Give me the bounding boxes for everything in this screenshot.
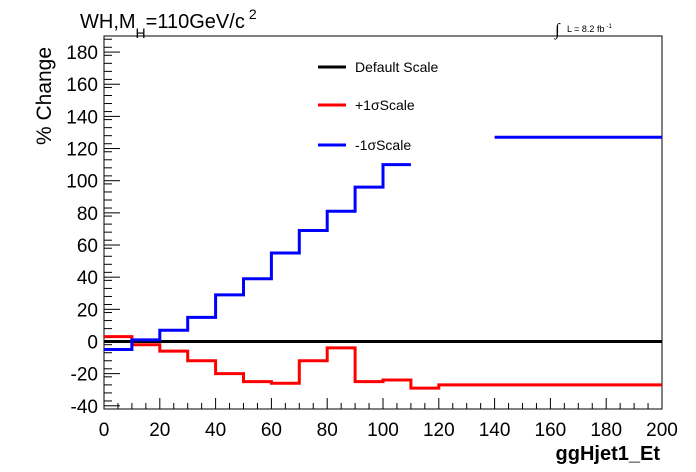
legend-label: -1σScale	[355, 137, 411, 153]
x-tick-label: 180	[590, 420, 622, 441]
x-tick-label: 100	[367, 420, 399, 441]
title-main: WH,M	[80, 11, 136, 33]
x-tick-label: 200	[646, 420, 678, 441]
series-line	[104, 335, 662, 390]
legend: Default Scale +1σScale -1σScale	[318, 59, 438, 153]
y-tick-label: 160	[66, 75, 98, 96]
y-tick-label: 100	[66, 172, 98, 193]
title-superscript: 2	[249, 6, 257, 22]
lumi-text: L = 8.2 fb	[567, 24, 604, 34]
x-tick-label: 120	[423, 420, 455, 441]
legend-label: +1σScale	[355, 97, 415, 113]
y-axis: -40 -20 0 20 40 60 80 100 120 140 160 180	[66, 38, 120, 418]
x-tick-label: 80	[317, 420, 338, 441]
series-line	[104, 135, 662, 352]
y-tick-label: 20	[77, 300, 98, 321]
plot-series	[104, 135, 662, 390]
lumi-integral: ∫	[554, 20, 561, 40]
lumi-superscript: -1	[606, 24, 612, 30]
legend-label: Default Scale	[355, 59, 438, 75]
y-tick-label: 60	[77, 236, 98, 257]
x-tick-label: 20	[149, 420, 170, 441]
x-tick-label: 140	[479, 420, 511, 441]
y-tick-label: 120	[66, 140, 98, 161]
y-tick-label: -40	[71, 397, 98, 418]
x-axis: 0 20 40 60 80 100 120 140 160 180 200	[99, 398, 678, 441]
y-tick-label: 180	[66, 43, 98, 64]
title-subscript: H	[136, 25, 146, 41]
title-rest: =110GeV/c	[146, 11, 245, 33]
y-tick-label: 0	[87, 332, 98, 353]
x-tick-label: 60	[261, 420, 282, 441]
y-tick-label: 40	[77, 268, 98, 289]
y-tick-label: -20	[71, 365, 98, 386]
x-axis-title: ggHjet1_Et	[556, 443, 661, 465]
x-tick-label: 40	[205, 420, 226, 441]
x-tick-label: 0	[99, 420, 110, 441]
y-tick-label: 80	[77, 204, 98, 225]
x-tick-label: 160	[535, 420, 567, 441]
y-tick-label: 140	[66, 107, 98, 128]
y-axis-title: % Change	[33, 47, 56, 145]
chart-title: WH,MH=110GeV/c 2	[80, 6, 257, 41]
lumi-label: L = 8.2 fb -1	[567, 24, 612, 34]
